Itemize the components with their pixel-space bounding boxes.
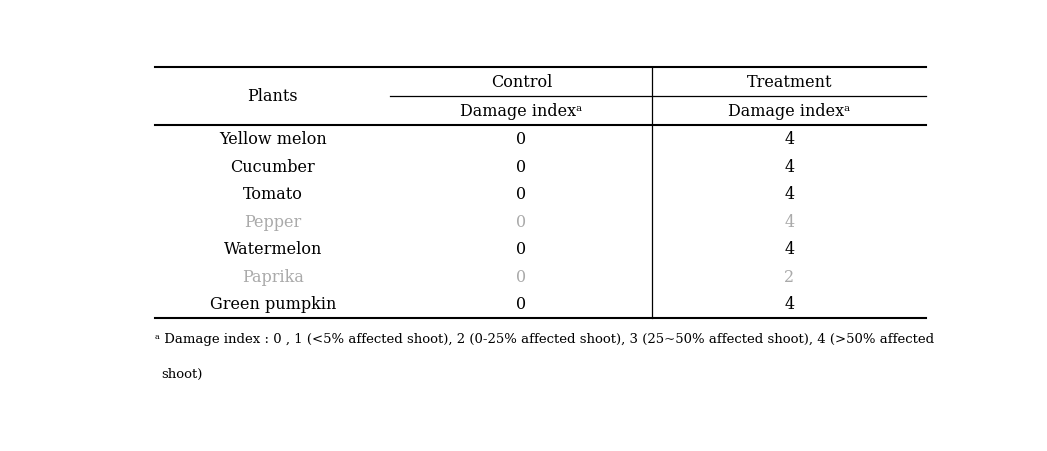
Text: 0: 0 (516, 131, 527, 148)
Text: 0: 0 (516, 158, 527, 175)
Text: 0: 0 (516, 268, 527, 285)
Text: 4: 4 (784, 131, 795, 148)
Text: Tomato: Tomato (243, 186, 303, 203)
Text: 0: 0 (516, 186, 527, 203)
Text: 4: 4 (784, 296, 795, 313)
Text: 0: 0 (516, 296, 527, 313)
Text: 4: 4 (784, 213, 795, 230)
Text: 4: 4 (784, 158, 795, 175)
Text: Plants: Plants (247, 88, 298, 105)
Text: ᵃ Damage index : 0 , 1 (<5% affected shoot), 2 (0-25% affected shoot), 3 (25~50%: ᵃ Damage index : 0 , 1 (<5% affected sho… (155, 332, 934, 345)
Text: Treatment: Treatment (747, 74, 832, 91)
Text: Control: Control (491, 74, 552, 91)
Text: Yellow melon: Yellow melon (219, 131, 327, 148)
Text: 0: 0 (516, 241, 527, 258)
Text: Green pumpkin: Green pumpkin (209, 296, 336, 313)
Text: shoot): shoot) (161, 367, 203, 380)
Text: 4: 4 (784, 241, 795, 258)
Text: 2: 2 (784, 268, 795, 285)
Text: Paprika: Paprika (242, 268, 304, 285)
Text: Cucumber: Cucumber (230, 158, 315, 175)
Text: Pepper: Pepper (244, 213, 302, 230)
Text: 4: 4 (784, 186, 795, 203)
Text: 0: 0 (516, 213, 527, 230)
Text: Damage indexᵃ: Damage indexᵃ (728, 103, 850, 120)
Text: Watermelon: Watermelon (224, 241, 322, 258)
Text: Damage indexᵃ: Damage indexᵃ (461, 103, 582, 120)
